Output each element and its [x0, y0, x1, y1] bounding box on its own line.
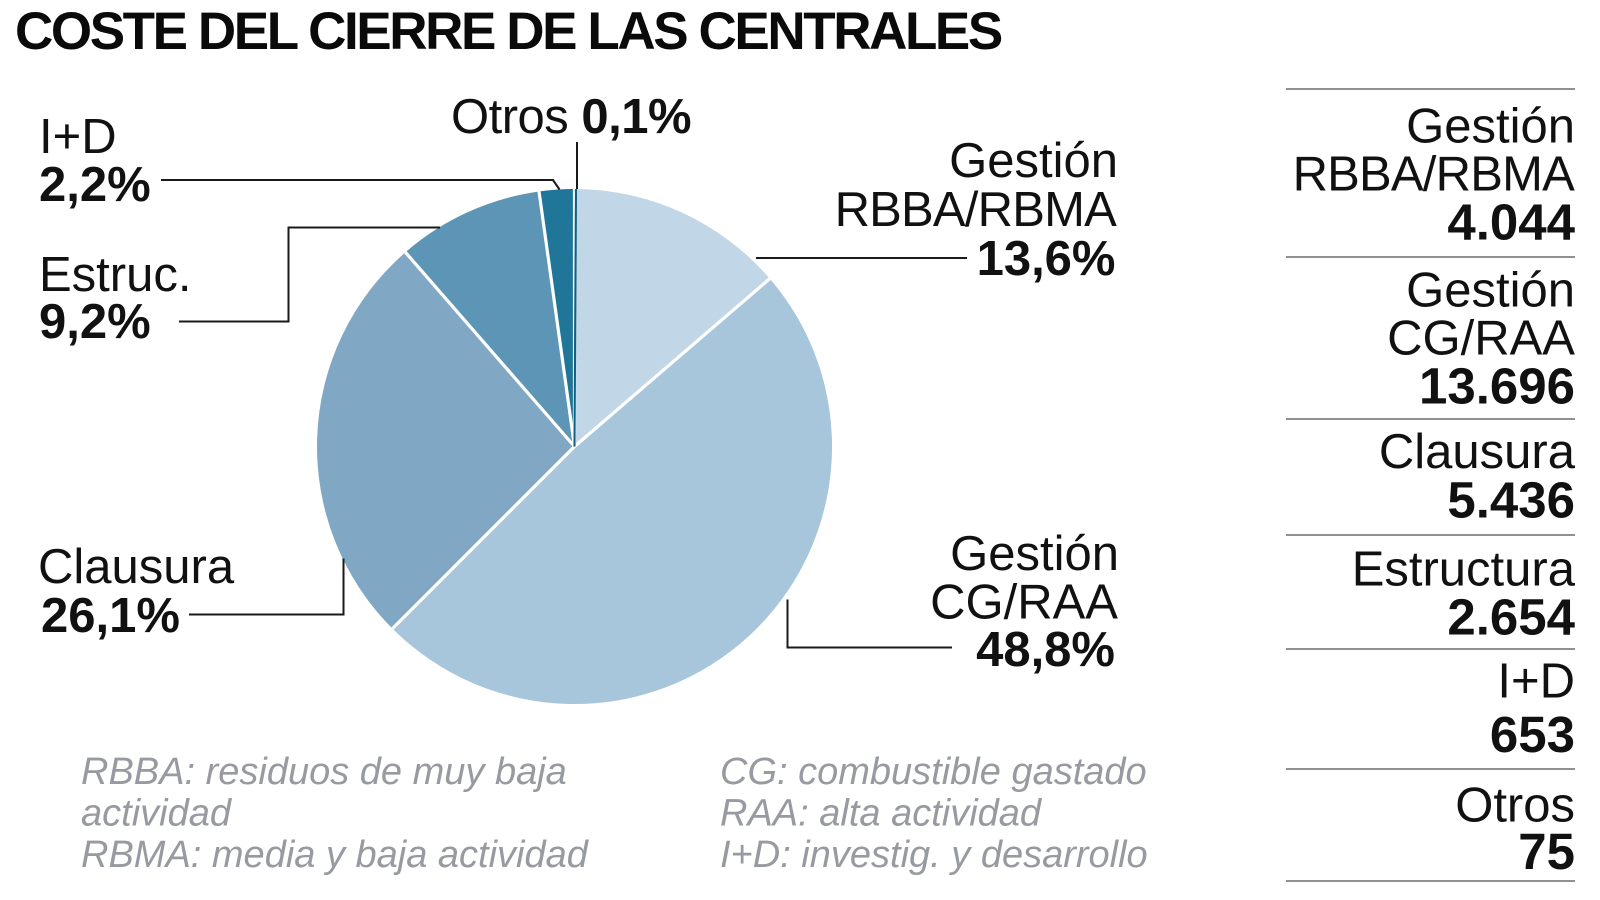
svg-text:I+D: I+D: [39, 110, 117, 164]
svg-text:Clausura: Clausura: [38, 540, 235, 594]
svg-text:Estruc.: Estruc.: [39, 248, 191, 302]
svg-text:2.654: 2.654: [1447, 589, 1575, 646]
svg-text:4.044: 4.044: [1447, 194, 1575, 251]
svg-text:Clausura: Clausura: [1379, 425, 1576, 479]
svg-text:48,8%: 48,8%: [976, 623, 1115, 677]
svg-text:I+D: I+D: [1497, 655, 1575, 709]
svg-text:13,6%: 13,6%: [977, 232, 1116, 286]
svg-text:RAA: alta actividad: RAA: alta actividad: [720, 793, 1043, 835]
svg-text:CG/RAA: CG/RAA: [1387, 312, 1575, 366]
svg-text:13.696: 13.696: [1419, 358, 1575, 415]
svg-text:75: 75: [1518, 823, 1575, 880]
svg-text:RBBA/RBMA: RBBA/RBMA: [1293, 148, 1576, 202]
svg-text:Gestión: Gestión: [950, 527, 1119, 581]
svg-text:Estructura: Estructura: [1352, 543, 1576, 597]
svg-text:Gestión: Gestión: [1406, 264, 1575, 318]
svg-text:CG: combustible gastado: CG: combustible gastado: [720, 751, 1147, 793]
svg-text:RBBA: residuos de muy baja: RBBA: residuos de muy baja: [81, 751, 567, 793]
svg-text:COSTE DEL CIERRE DE LAS CENTRA: COSTE DEL CIERRE DE LAS CENTRALES: [15, 2, 1002, 61]
svg-text:actividad: actividad: [81, 793, 233, 835]
svg-text:Gestión: Gestión: [949, 134, 1118, 188]
svg-text:5.436: 5.436: [1447, 472, 1575, 529]
svg-text:9,2%: 9,2%: [39, 295, 151, 349]
svg-text:I+D: investig. y desarrollo: I+D: investig. y desarrollo: [720, 834, 1148, 876]
svg-text:26,1%: 26,1%: [41, 589, 180, 643]
svg-text:RBBA/RBMA: RBBA/RBMA: [835, 183, 1118, 237]
svg-text:CG/RAA: CG/RAA: [930, 576, 1118, 630]
svg-text:Otros: Otros: [1455, 779, 1575, 833]
svg-text:653: 653: [1490, 706, 1575, 763]
svg-text:Gestión: Gestión: [1406, 100, 1575, 154]
svg-text:2,2%: 2,2%: [39, 158, 151, 212]
svg-text:Otros 0,1%: Otros 0,1%: [451, 90, 691, 144]
svg-text:RBMA: media y baja actividad: RBMA: media y baja actividad: [81, 834, 590, 876]
